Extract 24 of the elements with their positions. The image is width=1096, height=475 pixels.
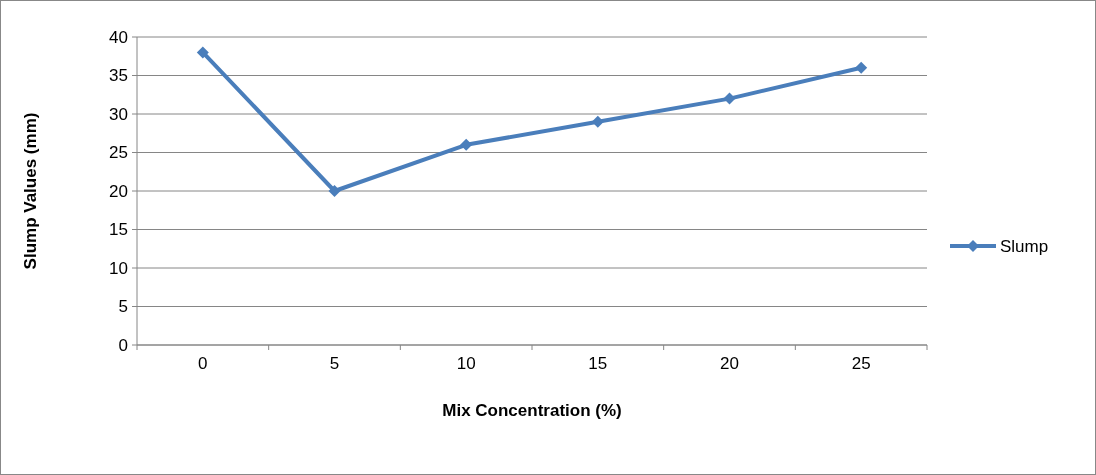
point	[460, 138, 473, 151]
y-tick-label: 25	[109, 143, 128, 163]
point	[328, 185, 341, 197]
legend-label: Slump	[1000, 236, 1049, 256]
x-tick-label: 20	[720, 354, 739, 373]
point	[591, 115, 604, 128]
point	[196, 46, 209, 59]
x-tick-label: 10	[456, 354, 476, 373]
y-tick-label: 40	[109, 27, 128, 47]
point	[855, 61, 868, 74]
y-tick-label: 20	[109, 181, 128, 201]
point	[723, 92, 736, 105]
x-tick-label: 15	[588, 354, 608, 373]
y-axis-title: Slump Values (mm)	[21, 112, 40, 270]
y-tick-label: 35	[109, 66, 128, 86]
y-tick-label: 30	[109, 104, 128, 124]
x-axis-title: Mix Concentration (%)	[442, 401, 622, 420]
x-tick-label: 5	[329, 354, 340, 373]
y-tick-label: 10	[109, 258, 128, 278]
x-tick-label: 0	[198, 354, 208, 373]
x-tick-label: 25	[851, 354, 871, 373]
y-tick-label: 15	[109, 220, 128, 240]
y-tick-label: 5	[118, 297, 128, 317]
y-tick-label: 0	[118, 335, 128, 355]
